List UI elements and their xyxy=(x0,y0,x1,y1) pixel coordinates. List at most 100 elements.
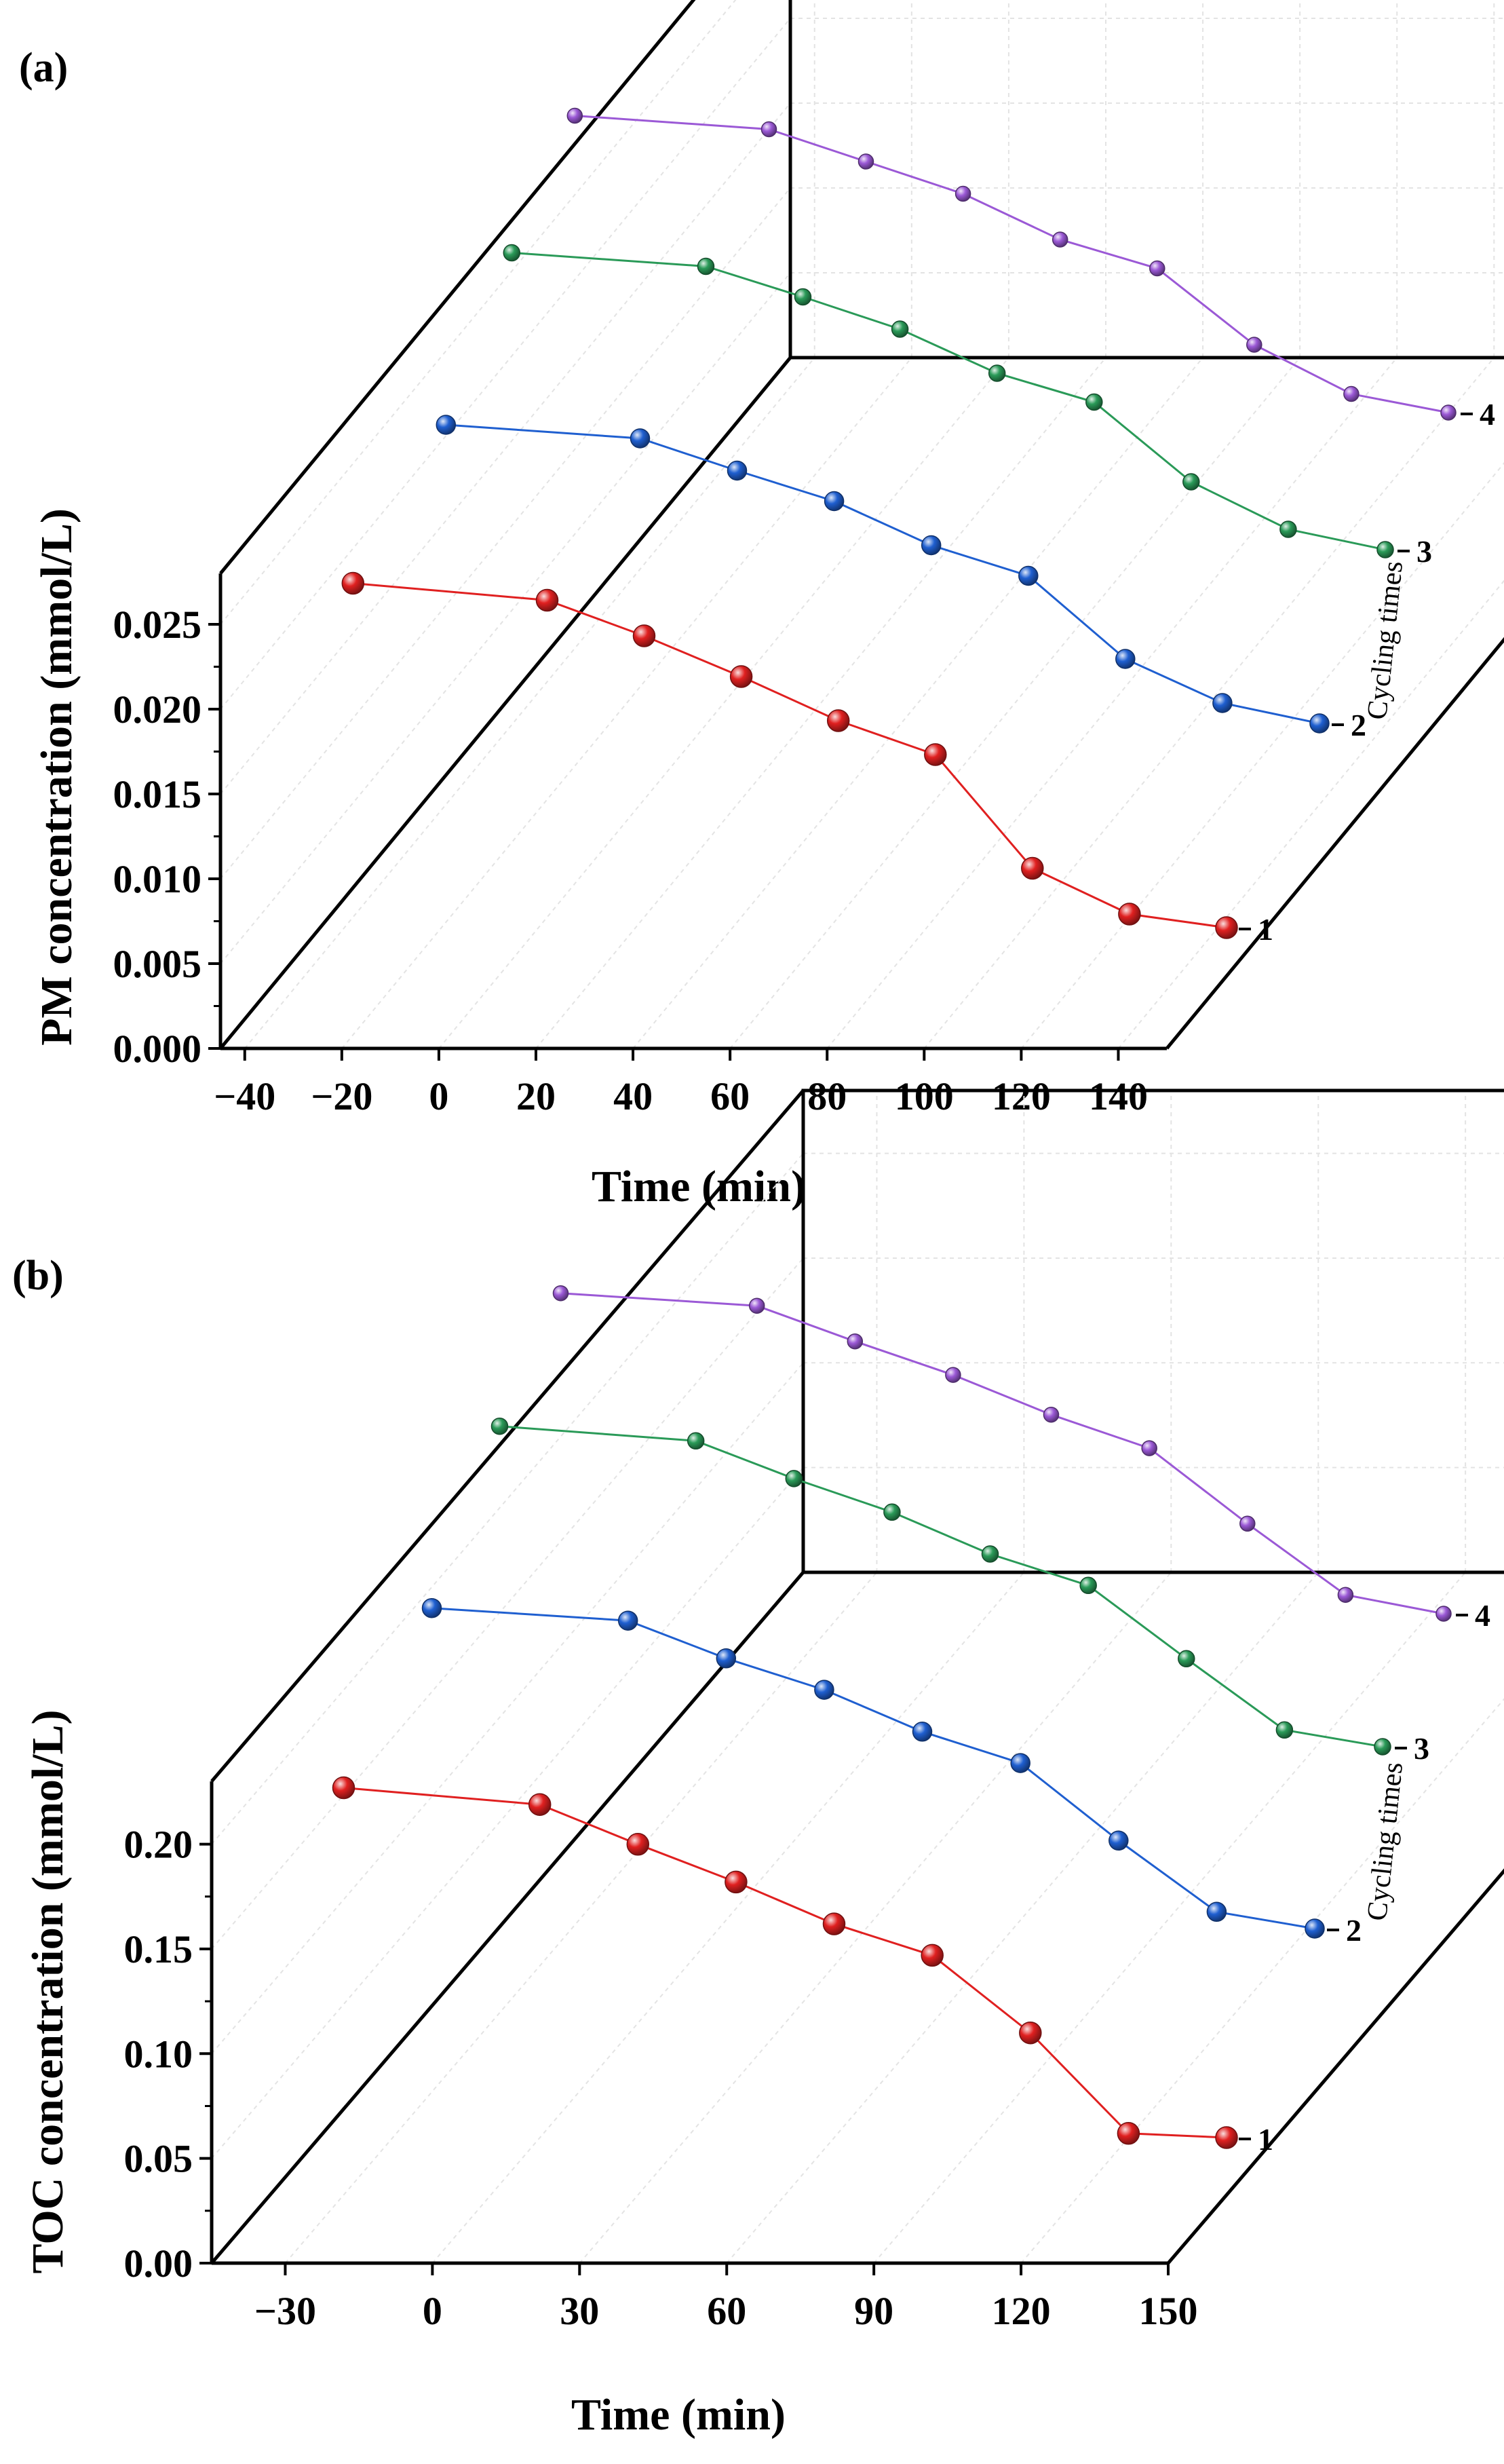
data-point xyxy=(1206,1901,1227,1922)
floor-gridline xyxy=(579,1572,1172,2264)
x-tick-label: 30 xyxy=(560,2289,599,2333)
x-tick-label: −20 xyxy=(311,1074,372,1118)
z-tick-label: 3 xyxy=(1414,1731,1429,1766)
x-tick-label: 20 xyxy=(516,1074,556,1118)
data-point xyxy=(847,1333,864,1350)
y-tick-label: 0.020 xyxy=(113,687,202,732)
series-1: 1 xyxy=(341,571,1273,947)
series-4: 4 xyxy=(552,1285,1490,1633)
back-wall xyxy=(788,0,1504,360)
y-ticks: 0.00 0.05 0.10 0.15 0.20 xyxy=(124,1823,212,2286)
x-tick-label: 60 xyxy=(710,1074,750,1118)
data-point xyxy=(436,415,457,435)
data-point xyxy=(1108,1830,1129,1851)
series-3: 3 xyxy=(490,1417,1429,1766)
y-axis-title: PM concentration (mmol/L) xyxy=(32,508,81,1046)
side-gridline xyxy=(220,18,791,710)
series-1: 1 xyxy=(332,1776,1273,2157)
z-tick-label: 1 xyxy=(1258,912,1273,947)
floor-gridline xyxy=(1020,462,1504,1049)
data-point xyxy=(617,1610,638,1631)
y-tick-label: 0.000 xyxy=(113,1027,202,1071)
series-line xyxy=(499,1425,1383,1748)
data-point xyxy=(528,1793,552,1816)
series-line xyxy=(560,1292,1444,1615)
floor-gridline xyxy=(284,1572,878,2264)
grid xyxy=(211,1091,1504,2264)
z-tick-label: 1 xyxy=(1258,2122,1273,2157)
data-point xyxy=(1141,1440,1157,1456)
data-point xyxy=(1309,713,1330,734)
y-axis-title: TOC concentration (mmol/L) xyxy=(23,1709,73,2273)
data-point xyxy=(727,460,748,481)
data-point xyxy=(552,1285,569,1302)
data-point xyxy=(1275,1721,1294,1739)
z-axis-line xyxy=(1165,637,1504,1050)
floor-gridline xyxy=(1117,580,1504,1049)
data-point xyxy=(729,665,753,688)
x-tick-label: 140 xyxy=(1089,1074,1148,1118)
floor-gridline xyxy=(632,357,1203,1049)
x-tick-label: 0 xyxy=(423,2289,442,2333)
data-point xyxy=(857,153,874,170)
data-point xyxy=(1212,693,1233,713)
data-point xyxy=(716,1648,737,1669)
series-line xyxy=(446,423,1320,725)
data-point xyxy=(1115,649,1136,669)
x-ticks: −30 0 30 60 90 120 150 xyxy=(254,2263,1198,2333)
data-point xyxy=(748,1297,765,1314)
x-tick-label: 100 xyxy=(895,1074,954,1118)
side-gridline xyxy=(220,187,791,879)
data-point xyxy=(1052,231,1068,248)
x-tick-label: 0 xyxy=(429,1074,448,1118)
data-point xyxy=(1440,404,1457,421)
data-point xyxy=(883,1503,901,1521)
data-point xyxy=(1149,260,1165,277)
floor-gridline xyxy=(729,357,1300,1049)
x-tick-label: 90 xyxy=(854,2289,893,2333)
data-point xyxy=(1239,1515,1256,1532)
data-point xyxy=(1182,473,1200,491)
floor-gridline xyxy=(923,357,1495,1049)
data-point xyxy=(1018,565,1039,586)
x-tick-label: −40 xyxy=(214,1074,275,1118)
side-gridline xyxy=(220,102,791,795)
x-tick-label: 120 xyxy=(992,2289,1051,2333)
z-axis-title: Cycling times xyxy=(1362,560,1409,721)
data-point xyxy=(1043,1406,1060,1423)
side-gridline xyxy=(211,1257,804,1950)
data-point xyxy=(1337,1587,1354,1603)
data-point xyxy=(822,1912,846,1935)
series-3: 3 xyxy=(503,244,1432,569)
data-point xyxy=(1085,393,1103,411)
floor-gridline xyxy=(726,1572,1319,2264)
y-tick-label: 0.20 xyxy=(124,1823,193,1867)
x-tick-label: 120 xyxy=(992,1074,1051,1118)
data-point xyxy=(725,1870,748,1894)
floor-gridline xyxy=(826,357,1398,1049)
back-wall xyxy=(801,1088,1504,1574)
y-tick-label: 0.010 xyxy=(113,857,202,901)
side-gridline xyxy=(220,0,737,625)
data-point xyxy=(332,1776,355,1800)
z-tick-label: 2 xyxy=(1346,1913,1362,1948)
y-tick-label: 0.015 xyxy=(113,772,202,816)
data-point xyxy=(794,288,812,306)
panel-b: (b) −30 0 30 60 90 120 150 0.00 0.05 0.10 0.15 0.20… xyxy=(12,1088,1504,2440)
side-gridline xyxy=(211,1467,804,2159)
z-tick-label: 2 xyxy=(1351,708,1366,742)
data-point xyxy=(1215,916,1238,939)
data-point xyxy=(503,244,521,262)
data-point xyxy=(697,257,715,276)
top-left-edge xyxy=(219,0,696,575)
data-point xyxy=(1215,2126,1238,2149)
data-point xyxy=(912,1722,933,1742)
floor-gridline xyxy=(1020,1698,1504,2264)
x-axis-title: Time (min) xyxy=(592,1162,806,1211)
data-point xyxy=(1305,1918,1325,1939)
data-point xyxy=(981,1545,999,1563)
data-point xyxy=(1178,1650,1195,1668)
data-point xyxy=(1118,903,1141,926)
z-tick-label: 3 xyxy=(1416,534,1432,569)
